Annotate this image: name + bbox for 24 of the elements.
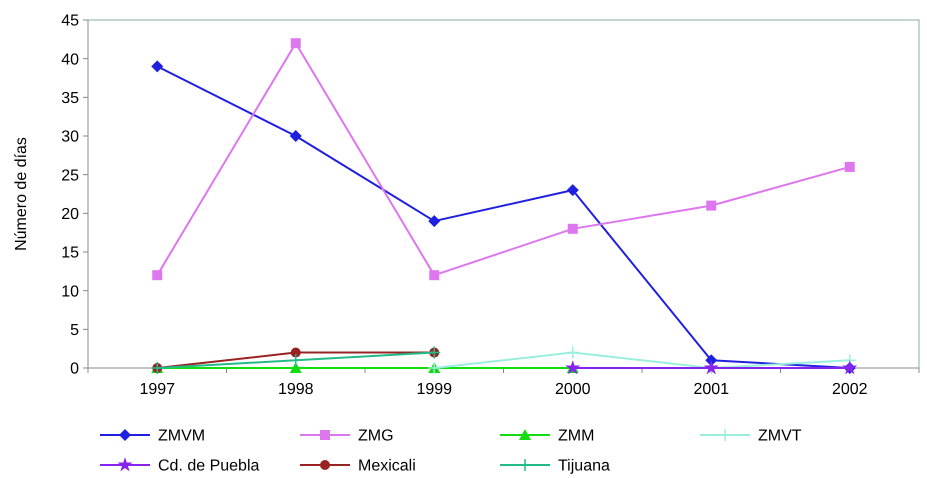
y-tick-label: 35	[61, 90, 80, 107]
legend-label: ZMM	[558, 428, 594, 445]
x-tick-label: 2001	[693, 381, 730, 398]
y-tick-label: 20	[61, 206, 80, 223]
x-tick-label: 1997	[139, 381, 176, 398]
legend-label: Cd. de Puebla	[158, 458, 260, 475]
x-tick-label: 2000	[554, 381, 591, 398]
x-tick-label: 1998	[278, 381, 314, 398]
x-tick-label: 2002	[832, 381, 868, 398]
y-tick-label: 15	[61, 244, 80, 262]
y-tick-label: 25	[61, 167, 80, 184]
legend-label: Mexicali	[358, 458, 416, 475]
y-tick-label: 40	[61, 51, 80, 68]
x-tick-label: 1999	[416, 381, 452, 398]
y-tick-label: 10	[61, 283, 80, 300]
legend-label: Tijuana	[558, 458, 610, 475]
y-tick-label: 0	[70, 360, 80, 378]
y-tick-label: 5	[70, 322, 80, 339]
y-tick-label: 45	[61, 12, 80, 30]
legend-label: ZMVT	[758, 428, 802, 445]
legend-label: ZMG	[358, 428, 394, 445]
y-axis-title: Número de días	[13, 137, 30, 251]
y-tick-label: 30	[61, 128, 80, 146]
legend-label: ZMVM	[158, 428, 206, 445]
